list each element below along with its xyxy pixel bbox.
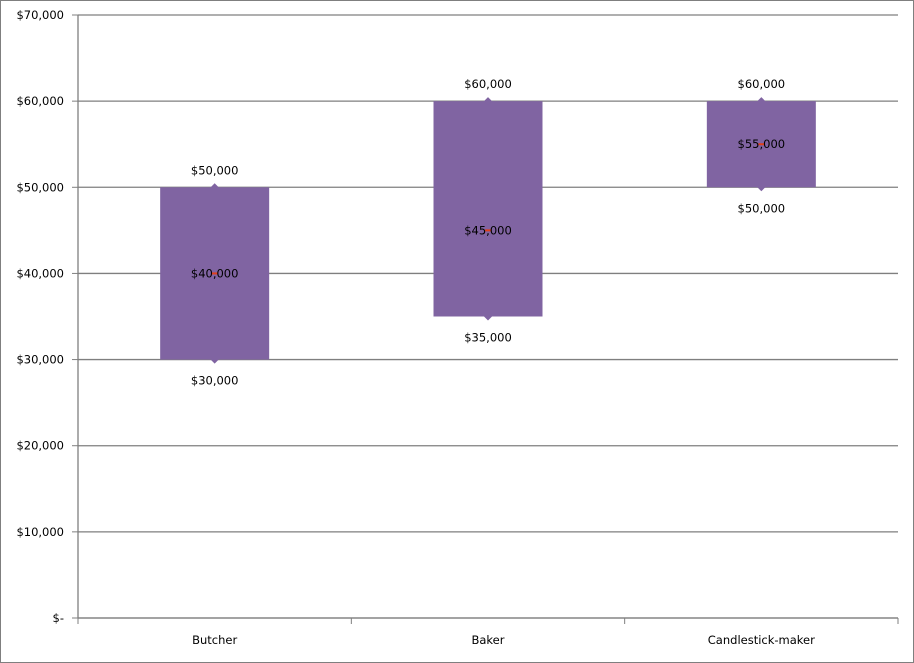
y-tick-label: $20,000 xyxy=(16,439,64,453)
data-label-low: $35,000 xyxy=(464,331,512,345)
x-tick-label: Butcher xyxy=(192,633,237,647)
y-tick-label: $30,000 xyxy=(16,353,64,367)
high-marker xyxy=(484,97,492,106)
data-label-high: $60,000 xyxy=(738,77,786,91)
high-marker xyxy=(210,183,219,192)
y-tick-label: $60,000 xyxy=(16,94,64,108)
x-tick-label: Baker xyxy=(472,633,505,647)
y-tick-label: $10,000 xyxy=(16,525,64,539)
low-marker xyxy=(210,355,219,364)
data-label-mid: $55,000 xyxy=(738,137,786,151)
data-label-mid: $40,000 xyxy=(191,266,239,280)
y-tick-label: $- xyxy=(53,611,64,625)
low-marker xyxy=(484,312,492,321)
high-marker xyxy=(757,97,766,106)
data-label-low: $30,000 xyxy=(191,374,239,388)
y-tick-label: $70,000 xyxy=(16,8,64,22)
data-label-high: $50,000 xyxy=(191,163,239,177)
data-label-high: $60,000 xyxy=(464,77,512,91)
y-tick-label: $50,000 xyxy=(16,180,64,194)
range-bar xyxy=(433,101,543,317)
y-tick-label: $40,000 xyxy=(16,266,64,280)
data-label-low: $50,000 xyxy=(738,201,786,215)
data-label-mid: $45,000 xyxy=(464,223,512,237)
x-tick-label: Candlestick-maker xyxy=(708,633,815,647)
low-marker xyxy=(757,183,766,192)
